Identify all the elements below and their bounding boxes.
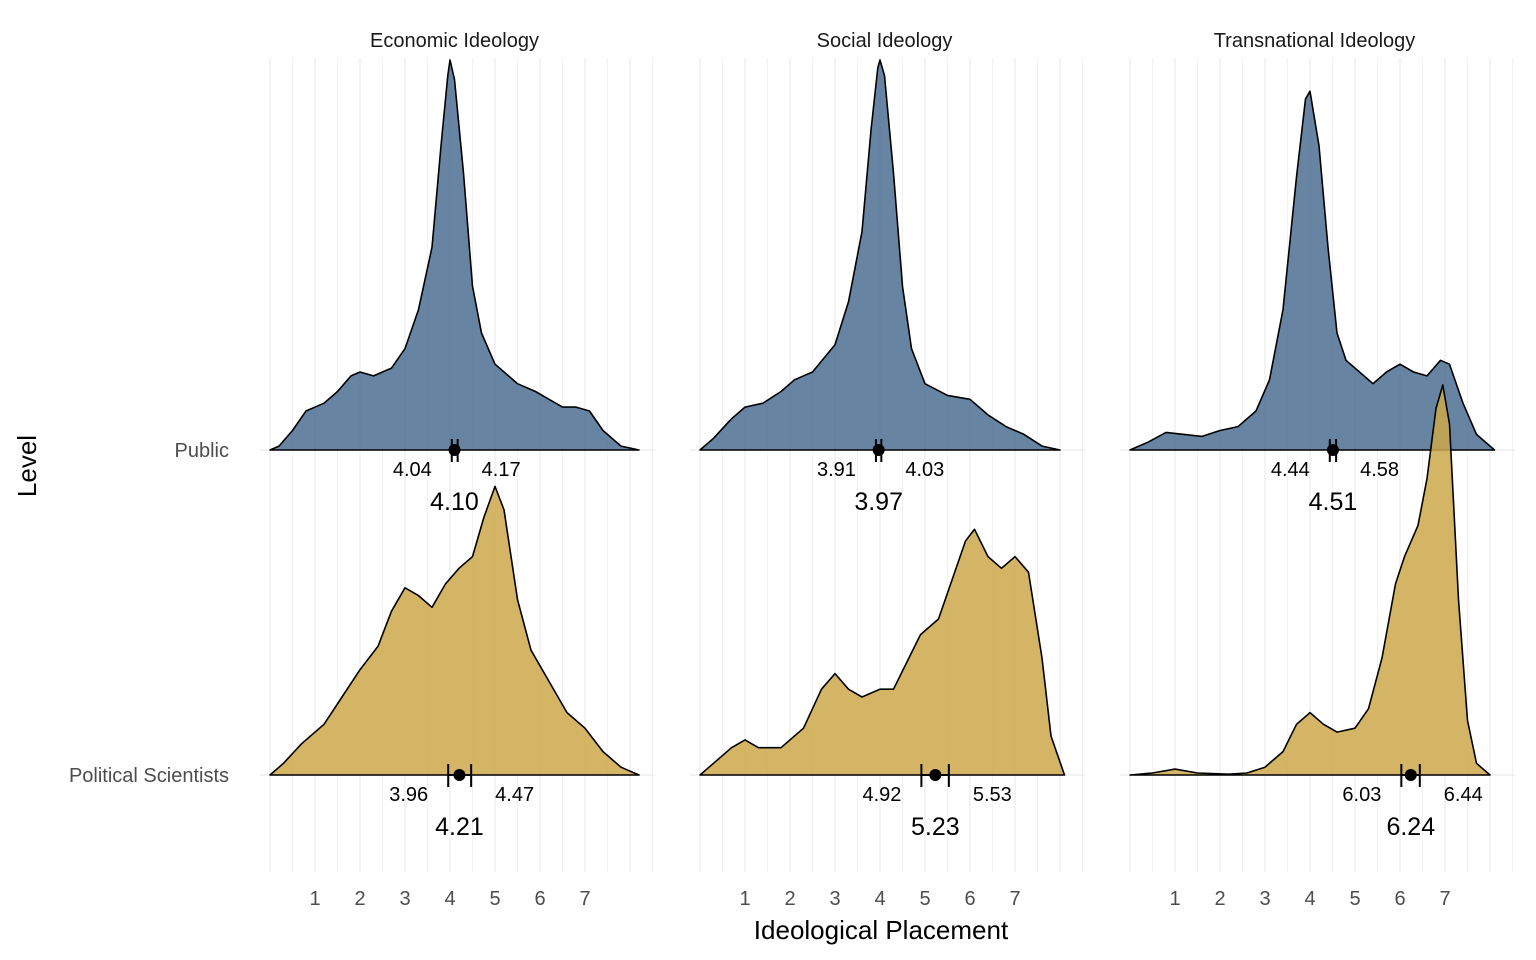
mean-point xyxy=(453,769,466,781)
mean-label: 4.10 xyxy=(430,488,479,516)
density-layer xyxy=(269,59,1496,776)
x-tick-label: 4 xyxy=(1304,888,1315,910)
y-axis-title: Level xyxy=(12,435,42,497)
x-tick-label: 2 xyxy=(784,888,795,910)
ci-low-label: 3.91 xyxy=(817,459,856,481)
x-tick-label: 5 xyxy=(489,888,500,910)
mean-label: 3.97 xyxy=(854,488,903,516)
y-tick-label: Public xyxy=(175,440,229,462)
x-tick-label: 4 xyxy=(874,888,885,910)
ci-high-label: 4.58 xyxy=(1360,459,1399,481)
density-ridge xyxy=(699,59,1061,451)
mean-label: 4.21 xyxy=(435,813,484,841)
x-tick-label: 3 xyxy=(1259,888,1270,910)
ci-high-label: 6.44 xyxy=(1444,784,1483,806)
mean-point xyxy=(448,444,461,456)
facet-title: Social Ideology xyxy=(817,30,953,52)
ci-layer xyxy=(447,439,1421,787)
ci-low-label: 4.04 xyxy=(393,459,432,481)
mean-label: 6.24 xyxy=(1386,813,1435,841)
mean-point xyxy=(1326,444,1339,456)
ci-low-label: 4.44 xyxy=(1271,459,1310,481)
x-tick-label: 2 xyxy=(1214,888,1225,910)
ci-low-label: 4.92 xyxy=(862,784,901,806)
mean-point xyxy=(929,769,942,781)
mean-label: 4.51 xyxy=(1309,488,1358,516)
x-tick-label: 1 xyxy=(1169,888,1180,910)
density-ridge xyxy=(1129,384,1491,776)
x-tick-label: 7 xyxy=(579,888,590,910)
label-layer: Economic Ideology 1 2 3 4 5 6 7 4.04 4.174.10 3.96… xyxy=(69,30,1483,910)
x-tick-label: 7 xyxy=(1439,888,1450,910)
x-tick-label: 3 xyxy=(829,888,840,910)
y-tick-label: Political Scientists xyxy=(69,765,229,787)
x-tick-label: 4 xyxy=(444,888,455,910)
density-ridge xyxy=(269,59,640,451)
x-tick-label: 6 xyxy=(534,888,545,910)
mean-label: 5.23 xyxy=(911,813,960,841)
mean-point xyxy=(1404,769,1417,781)
density-ridge xyxy=(269,485,640,776)
x-tick-label: 1 xyxy=(309,888,320,910)
ci-high-label: 5.53 xyxy=(973,784,1012,806)
x-tick-label: 2 xyxy=(354,888,365,910)
density-ridge xyxy=(699,528,1066,776)
ci-low-label: 3.96 xyxy=(389,784,428,806)
ci-low-label: 6.03 xyxy=(1342,784,1381,806)
mean-point xyxy=(872,444,885,456)
x-tick-label: 6 xyxy=(964,888,975,910)
density-ridge xyxy=(1129,90,1496,451)
ci-high-label: 4.17 xyxy=(482,459,521,481)
x-tick-label: 5 xyxy=(1349,888,1360,910)
x-tick-label: 7 xyxy=(1009,888,1020,910)
x-tick-label: 3 xyxy=(399,888,410,910)
facet-title: Economic Ideology xyxy=(370,30,539,52)
x-tick-label: 1 xyxy=(739,888,750,910)
ci-high-label: 4.03 xyxy=(905,459,944,481)
ci-high-label: 4.47 xyxy=(495,784,534,806)
x-axis-title: Ideological Placement xyxy=(754,915,1009,945)
facet-title: Transnational Ideology xyxy=(1214,30,1416,52)
x-tick-label: 5 xyxy=(919,888,930,910)
x-tick-label: 6 xyxy=(1394,888,1405,910)
